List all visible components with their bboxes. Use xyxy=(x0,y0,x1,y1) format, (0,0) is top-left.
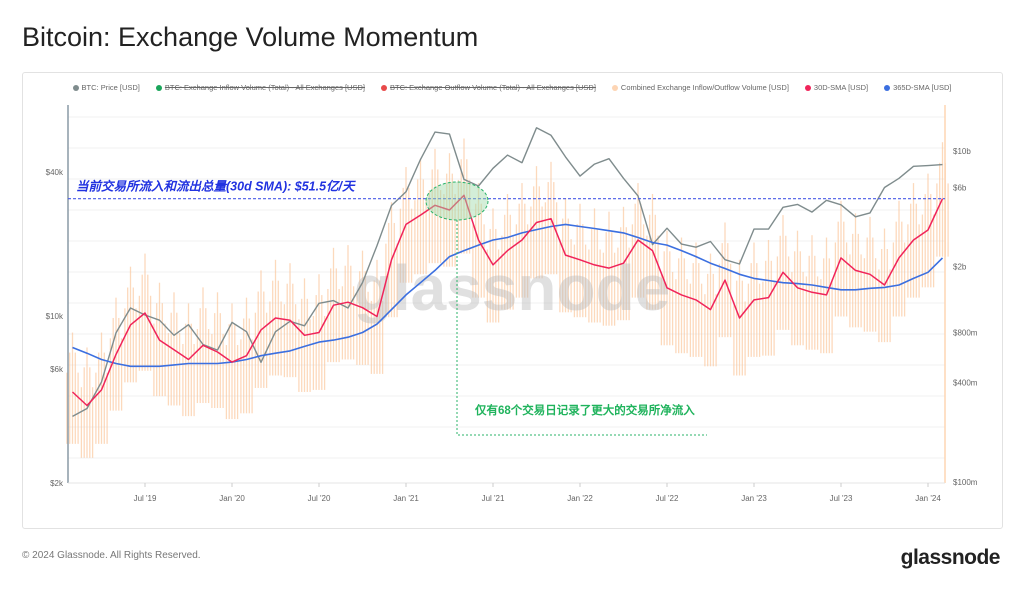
legend-item[interactable]: 365D-SMA [USD] xyxy=(884,83,951,92)
legend-item[interactable]: 30D-SMA [USD] xyxy=(804,83,869,92)
days-note: 仅有68个交易日记录了更大的交易所净流入 xyxy=(474,403,695,417)
x-tick-label: Jan '23 xyxy=(741,494,767,503)
axes: Jul '19 Jan '20 Jul '20 Jan '21 Jul '21 Jan '… xyxy=(46,105,978,503)
legend-dot-icon xyxy=(611,84,618,91)
legend-label: Combined Exchange Inflow/Outflow Volume … xyxy=(620,83,789,92)
legend-dot-icon xyxy=(380,84,387,91)
legend-dot-icon xyxy=(155,84,162,91)
sma30-line xyxy=(71,194,944,407)
x-tick-label: Jul '23 xyxy=(830,494,853,503)
y-right-tick-label: $800m xyxy=(953,329,978,338)
watermark: glassnode xyxy=(354,252,671,324)
chart-card xyxy=(22,72,1003,529)
legend: BTC: Price [USD] BTC: Exchange Inflow Vol… xyxy=(0,83,1024,92)
copyright: © 2024 Glassnode. All Rights Reserved. xyxy=(22,550,201,561)
x-tick-label: Jan '20 xyxy=(219,494,245,503)
legend-item[interactable]: BTC: Exchange Outflow Volume (Total) - A… xyxy=(380,83,596,92)
x-tick-label: Jul '20 xyxy=(308,494,331,503)
glassnode-logo: glassnode xyxy=(900,546,1001,569)
legend-label: BTC: Exchange Inflow Volume (Total) - Al… xyxy=(164,83,365,92)
legend-dot-icon xyxy=(884,84,891,91)
legend-item[interactable]: Combined Exchange Inflow/Outflow Volume … xyxy=(611,83,789,92)
y-right-tick-label: $400m xyxy=(953,378,978,387)
page-title: Bitcoin: Exchange Volume Momentum xyxy=(22,22,479,52)
legend-item[interactable]: BTC: Price [USD] xyxy=(72,83,140,92)
x-tick-label: Jan '22 xyxy=(567,494,593,503)
y-right-tick-label: $10b xyxy=(953,147,971,156)
days-bracket xyxy=(456,220,707,436)
legend-label: 365D-SMA [USD] xyxy=(893,83,952,92)
series-lines xyxy=(71,127,944,418)
y-left-tick-label: $10k xyxy=(46,312,64,321)
legend-label: BTC: Exchange Outflow Volume (Total) - A… xyxy=(389,83,596,92)
legend-label: 30D-SMA [USD] xyxy=(813,83,869,92)
sma365-line xyxy=(72,223,944,368)
price-line xyxy=(72,127,943,418)
legend-item[interactable]: BTC: Exchange Inflow Volume (Total) - Al… xyxy=(155,83,365,92)
y-left-tick-label: $2k xyxy=(50,479,64,488)
x-tick-label: Jan '24 xyxy=(915,494,941,503)
x-tick-label: Jul '22 xyxy=(656,494,679,503)
y-right-tick-label: $2b xyxy=(953,263,967,272)
x-tick-label: Jul '19 xyxy=(134,494,157,503)
y-right-tick-label: $6b xyxy=(953,184,967,193)
y-right-tick-label: $100m xyxy=(953,478,978,487)
annotations: 当前交易所流入和流出总量(30d SMA): $51.5亿/天仅有68个交易日记… xyxy=(68,180,945,436)
highlight-ellipse xyxy=(425,181,489,221)
legend-label: BTC: Price [USD] xyxy=(81,83,140,92)
y-left-tick-label: $6k xyxy=(50,365,64,374)
current-level-label: 当前交易所流入和流出总量(30d SMA): $51.5亿/天 xyxy=(76,180,356,194)
x-tick-label: Jul '21 xyxy=(482,494,505,503)
legend-dot-icon xyxy=(804,84,811,91)
legend-dot-icon xyxy=(72,84,79,91)
y-left-tick-label: $40k xyxy=(46,168,64,177)
x-tick-label: Jan '21 xyxy=(393,494,419,503)
